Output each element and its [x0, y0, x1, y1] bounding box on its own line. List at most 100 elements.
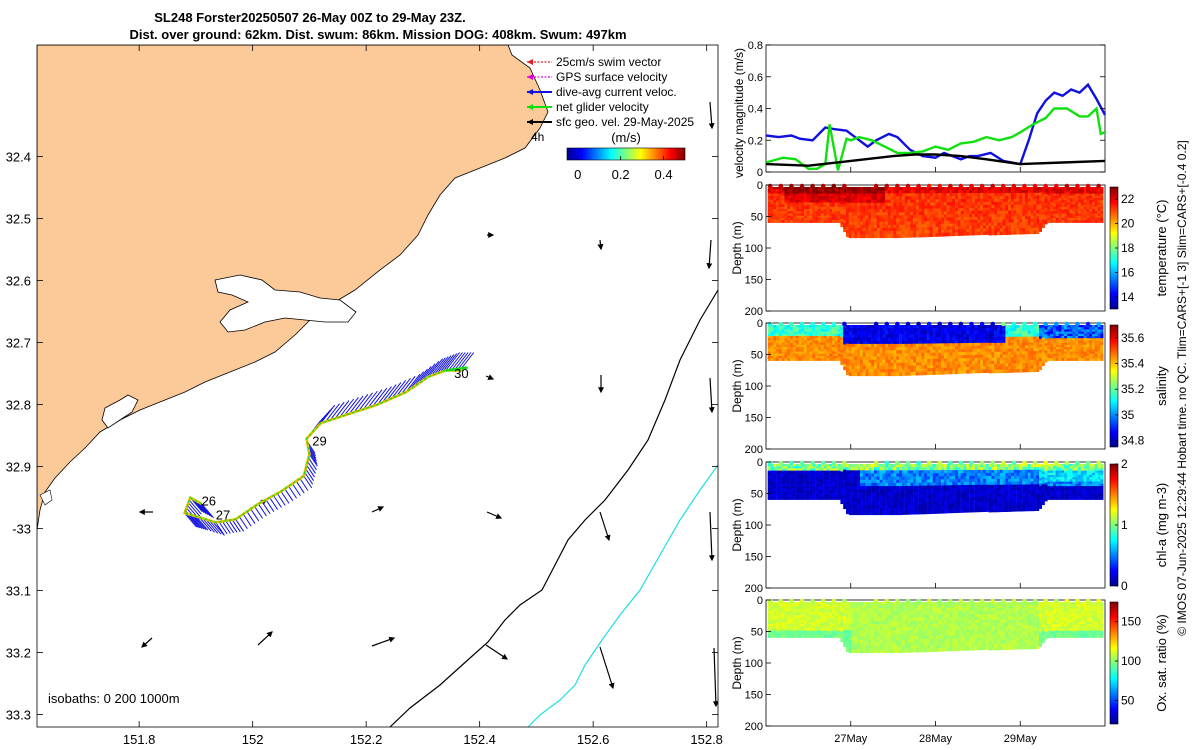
section-cell	[840, 481, 844, 485]
section-cell	[778, 193, 782, 197]
section-cell	[1002, 190, 1006, 194]
section-cell	[823, 217, 827, 221]
section-cell	[1036, 189, 1040, 194]
section-cell	[812, 347, 816, 350]
section-cell	[812, 486, 816, 489]
section-cell	[801, 325, 805, 328]
section-cell	[790, 331, 794, 335]
section-cell	[767, 486, 771, 489]
dive-avg-vector	[187, 502, 201, 518]
section-cell	[798, 338, 802, 341]
section-cell	[862, 479, 866, 484]
section-cell	[1080, 349, 1084, 353]
section-cell	[848, 365, 852, 370]
geo-arrow	[486, 511, 503, 519]
section-cell	[1069, 189, 1073, 192]
section-cell	[1002, 328, 1006, 332]
section-cell	[809, 206, 813, 210]
section-cell	[1053, 351, 1056, 355]
section-cell	[795, 344, 799, 348]
section-cell	[1094, 187, 1098, 190]
section-cell	[915, 325, 919, 329]
section-cell	[823, 187, 827, 190]
section-cell	[1019, 360, 1023, 364]
section-cell	[851, 508, 855, 512]
section-cell	[770, 497, 774, 500]
section-cell	[1066, 353, 1070, 357]
section-cell	[913, 227, 917, 232]
section-cell	[1050, 342, 1054, 346]
section-cell	[994, 360, 998, 365]
section-cell	[773, 211, 777, 215]
section-cell	[818, 472, 821, 476]
section-cell	[834, 490, 838, 494]
section-cell	[1041, 197, 1045, 201]
section-cell	[806, 475, 810, 478]
section-cell	[790, 211, 794, 215]
section-cell	[804, 353, 808, 357]
section-cell	[952, 349, 956, 353]
section-cell	[879, 227, 883, 232]
section-cell	[952, 370, 956, 375]
section-cell	[910, 365, 914, 370]
section-cell	[773, 187, 777, 190]
section-cell	[997, 210, 1000, 215]
section-cell	[997, 187, 1000, 191]
surface-dot	[990, 183, 996, 189]
section-cell	[929, 208, 933, 213]
section-cell	[960, 349, 964, 353]
surface-dot	[1001, 321, 1006, 327]
section-cell	[798, 486, 802, 489]
section-cell	[991, 222, 995, 227]
section-cell	[809, 220, 813, 223]
section-cell	[790, 349, 794, 353]
section-cell	[999, 351, 1003, 356]
section-cell	[848, 511, 852, 516]
section-cell	[960, 226, 964, 230]
section-cell	[804, 486, 808, 489]
section-cell	[946, 370, 950, 375]
section-cell	[988, 201, 992, 206]
section-cell	[943, 226, 947, 231]
section-cell	[1030, 336, 1034, 341]
section-cell	[1089, 213, 1093, 217]
section-cell	[977, 354, 981, 359]
section-cell	[899, 340, 903, 345]
section-cell	[941, 370, 945, 375]
section-cell	[1033, 362, 1037, 367]
geo-arrow	[599, 646, 615, 690]
section-cell	[969, 199, 973, 203]
section-cell	[901, 209, 905, 213]
section-cell	[1100, 344, 1104, 348]
section-cell	[809, 344, 813, 348]
geo-arrow	[371, 636, 396, 647]
section-cell	[1083, 217, 1087, 221]
section-cell	[862, 340, 866, 345]
section-cell	[927, 190, 931, 194]
section-cell	[804, 193, 808, 197]
section-cell	[1066, 338, 1070, 341]
section-cell	[1064, 329, 1068, 333]
section-cell	[1097, 209, 1101, 212]
section-cell	[1058, 204, 1062, 208]
section-cell	[1072, 340, 1076, 344]
section-cell	[1066, 198, 1070, 201]
section-cell	[983, 354, 986, 359]
section-cell	[809, 479, 813, 483]
section-cell	[907, 347, 911, 351]
section-cell	[1016, 216, 1020, 220]
section-cell	[787, 497, 791, 500]
section-cell	[997, 342, 1000, 347]
section-cell	[784, 486, 788, 489]
section-cell	[1008, 342, 1012, 347]
section-cell	[932, 346, 936, 351]
section-cell	[1053, 200, 1056, 203]
section-cell	[901, 464, 905, 468]
section-cell	[1058, 349, 1062, 353]
section-cell	[1025, 345, 1028, 349]
dive-avg-vector	[431, 357, 446, 376]
section-cell	[927, 230, 931, 234]
surface-dot	[969, 183, 974, 189]
section-cell	[776, 464, 780, 467]
section-cell	[778, 211, 782, 215]
